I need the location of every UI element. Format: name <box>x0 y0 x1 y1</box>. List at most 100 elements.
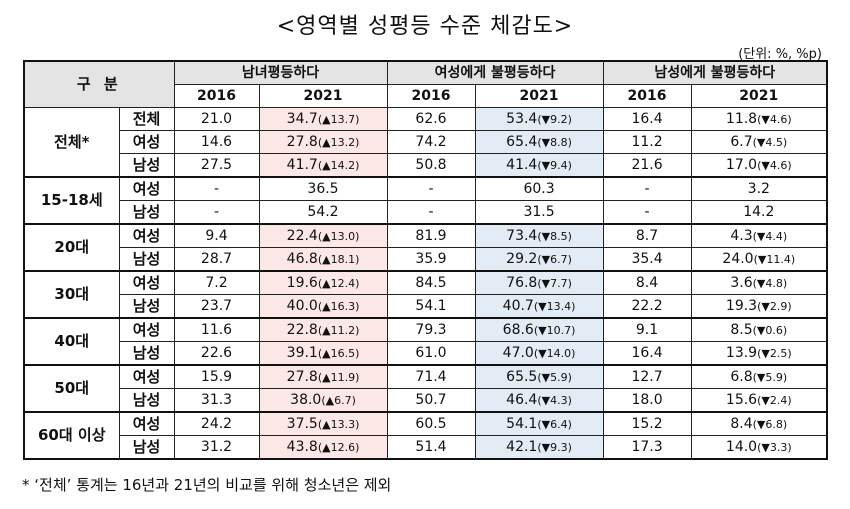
value-2016-men-unequal: 11.2 <box>602 130 692 154</box>
value-2021-equal: 27.8(▲13.2) <box>258 130 388 154</box>
value-2021: 43.8 <box>286 438 318 455</box>
value-2021: 6.8 <box>730 368 753 385</box>
value-2021-women-unequal: 54.1(▼6.4) <box>474 411 604 436</box>
value-2021-men-unequal: 4.3(▼4.4) <box>690 223 828 248</box>
row-sub-label: 여성 <box>118 411 175 436</box>
value-2021-men-unequal: 8.4(▼6.8) <box>690 411 828 436</box>
value-2021: 46.4 <box>506 391 538 408</box>
change-indicator: (▲6.7) <box>321 393 356 407</box>
value-2016-women-unequal: 50.7 <box>386 388 476 413</box>
value-2021: 17.0 <box>725 156 758 173</box>
table-row: 여성 14.6 27.8(▲13.2) 74.2 65.4(▼8.8) 11.2 6.7(▼… <box>24 130 828 154</box>
value-2021: 39.1 <box>286 344 318 361</box>
change-indicator: (▲14.2) <box>317 158 360 172</box>
value-2021-men-unequal: 15.6(▼2.4) <box>690 388 828 413</box>
value-2016-men-unequal: 18.0 <box>602 388 692 413</box>
change-indicator: (▼4.6) <box>757 112 792 126</box>
table-row: 남성 31.2 43.8(▲12.6) 51.4 42.1(▼9.3) 17.3 14.0(… <box>24 435 828 460</box>
change-indicator: (▼9.3) <box>537 440 572 454</box>
value-2021-equal: 39.1(▲16.5) <box>258 341 388 366</box>
change-indicator: (▼5.9) <box>752 370 788 384</box>
value-2021-men-unequal: 6.7(▼4.5) <box>690 130 828 154</box>
value-2016-women-unequal: 62.6 <box>386 107 476 131</box>
change-indicator: (▲12.4) <box>317 276 360 290</box>
value-2021: 76.8 <box>506 274 538 291</box>
value-2021: 15.6 <box>725 391 758 408</box>
value-2021-equal: 34.7(▲13.7) <box>258 107 388 131</box>
change-indicator: (▼2.4) <box>757 393 792 407</box>
table-row: 남성 22.6 39.1(▲16.5) 61.0 47.0(▼14.0) 16.4 13.9… <box>24 341 828 366</box>
page-title: <영역별 성평등 수준 체감도> <box>276 14 574 39</box>
value-2016-men-unequal: - <box>602 200 692 225</box>
change-indicator: (▲13.3) <box>317 417 360 431</box>
year-header: 2021 <box>474 84 604 108</box>
change-indicator: (▼9.4) <box>537 158 572 172</box>
value-2021-women-unequal: 40.7(▼13.4) <box>474 294 604 319</box>
change-indicator: (▲16.3) <box>317 299 360 313</box>
table-row: 60대 이상 여성 24.2 37.5(▲13.3) 60.5 54.1(▼6.4) 15.… <box>23 411 828 460</box>
value-2016-women-unequal: 51.4 <box>386 435 476 460</box>
value-2021: 19.6 <box>286 274 318 291</box>
change-indicator: (▼4.3) <box>537 393 572 407</box>
table-row: 30대 여성 7.2 19.6(▲12.4) 84.5 76.8(▼7.7) 8.4 3.6(… <box>23 270 828 319</box>
value-2021: 42.1 <box>506 438 538 455</box>
value-2021: 27.8 <box>286 133 318 150</box>
table-row: 40대 여성 11.6 22.8(▲11.2) 79.3 68.6(▼10.7) 9.1 8.… <box>23 317 828 366</box>
value-2021-men-unequal: 3.6(▼4.8) <box>690 270 828 295</box>
row-sub-label: 남성 <box>118 247 175 272</box>
value-2021: 22.8 <box>286 321 318 338</box>
row-sub-label: 전체 <box>118 107 175 131</box>
value-2016-women-unequal: 50.8 <box>386 153 476 178</box>
value-2021-equal: 54.2 <box>258 200 388 225</box>
row-sub-label: 여성 <box>118 130 175 154</box>
value-2021-women-unequal: 68.6(▼10.7) <box>474 317 604 342</box>
value-2021-equal: 43.8(▲12.6) <box>258 435 388 460</box>
value-2016-men-unequal: 9.1 <box>602 317 692 342</box>
value-2021: 14.0 <box>725 438 758 455</box>
value-2021: 38.0 <box>290 391 322 408</box>
value-2016-equal: 15.9 <box>173 364 260 389</box>
change-indicator: (▲16.5) <box>317 346 360 360</box>
change-indicator: (▼5.9) <box>537 370 572 384</box>
value-2016-equal: 31.2 <box>173 435 260 460</box>
value-2021: 22.4 <box>286 227 318 244</box>
value-2016-women-unequal: 81.9 <box>386 223 476 248</box>
value-2021: 46.8 <box>286 250 318 267</box>
value-2021: 3.6 <box>730 274 753 291</box>
row-sub-label: 남성 <box>118 341 175 366</box>
row-sub-label: 남성 <box>118 294 175 319</box>
value-2021: 54.1 <box>506 415 538 432</box>
value-2021-women-unequal: 65.4(▼8.8) <box>474 130 604 154</box>
value-2021-women-unequal: 73.4(▼8.5) <box>474 223 604 248</box>
value-2021-equal: 27.8(▲11.9) <box>258 364 388 389</box>
value-2021-women-unequal: 46.4(▼4.3) <box>474 388 604 413</box>
value-2021: 40.7 <box>502 297 534 314</box>
change-indicator: (▲13.7) <box>317 112 360 126</box>
value-2021-equal: 46.8(▲18.1) <box>258 247 388 272</box>
row-sub-label: 남성 <box>118 388 175 413</box>
change-indicator: (▼2.9) <box>757 299 792 313</box>
value-2021: 40.0 <box>286 297 318 314</box>
value-2021: 6.7 <box>730 133 753 150</box>
value-2016-equal: 11.6 <box>173 317 260 342</box>
value-2021-women-unequal: 42.1(▼9.3) <box>474 435 604 460</box>
row-group-label: 20대 <box>23 223 120 272</box>
value-2016-men-unequal: 16.4 <box>602 341 692 366</box>
value-2021-equal: 40.0(▲16.3) <box>258 294 388 319</box>
table-row: 50대 여성 15.9 27.8(▲11.9) 71.4 65.5(▼5.9) 12.7 6.… <box>23 364 828 413</box>
value-2021-men-unequal: 8.5(▼0.6) <box>690 317 828 342</box>
value-2016-equal: 28.7 <box>173 247 260 272</box>
value-2021: 65.5 <box>506 368 538 385</box>
table-row: 전체* 전체 21.0 34.7(▲13.7) 62.6 53.4(▼9.2) 16.4 11… <box>23 107 828 178</box>
change-indicator: (▼8.5) <box>537 229 572 243</box>
year-header: 2021 <box>258 84 388 108</box>
table-row: 20대 여성 9.4 22.4(▲13.0) 81.9 73.4(▼8.5) 8.7 4.3(… <box>23 223 828 272</box>
row-sub-label: 여성 <box>118 270 175 295</box>
value-2021: 68.6 <box>502 321 534 338</box>
value-2016-women-unequal: 79.3 <box>386 317 476 342</box>
value-2016-equal: - <box>173 200 260 225</box>
value-2021-equal: 37.5(▲13.3) <box>258 411 388 436</box>
change-indicator: (▼6.8) <box>752 417 788 431</box>
value-2021-men-unequal: 14.0(▼3.3) <box>690 435 828 460</box>
value-2021-men-unequal: 19.3(▼2.9) <box>690 294 828 319</box>
